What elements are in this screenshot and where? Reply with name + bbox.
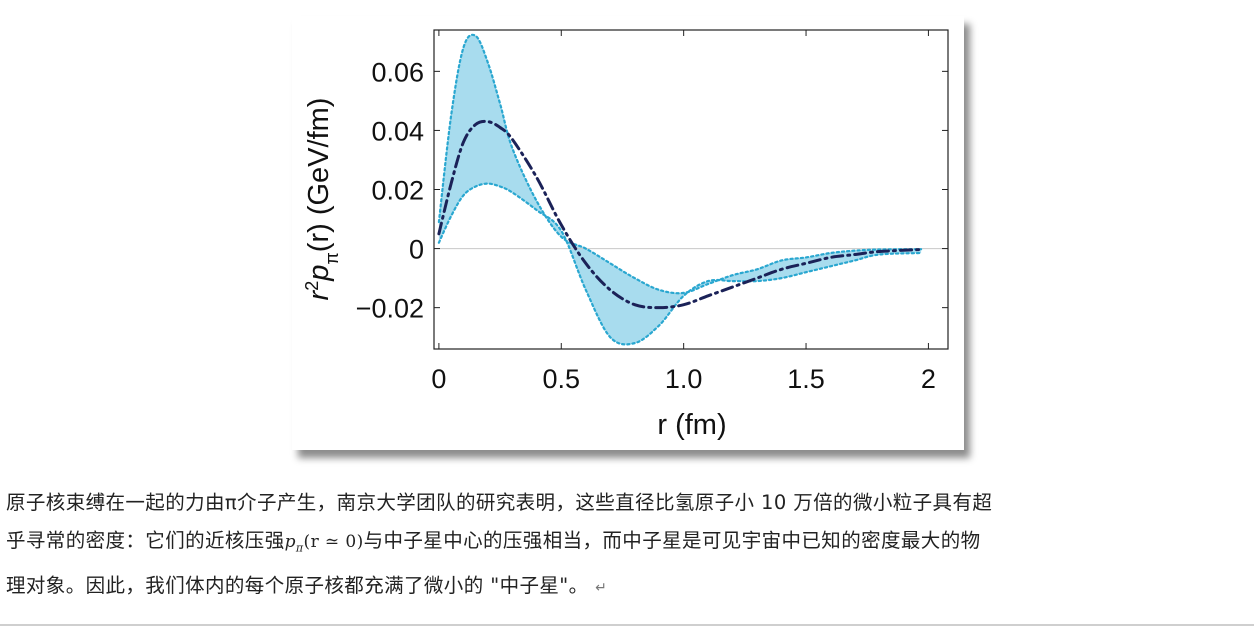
- uncertainty-band: [438, 34, 922, 345]
- return-mark-icon: ↵: [595, 580, 608, 597]
- caption-line-2-end: 与中子星中心的压强相当，而中子星是可见宇宙中已知的密度最大的物: [363, 529, 981, 552]
- caption-line-1: 原子核束缚在一起的力由π介子产生，南京大学团队的研究表明，这些直径比氢原子小 1…: [6, 491, 993, 514]
- y-tick-label: 0.04: [371, 116, 424, 146]
- y-tick-label: −0.02: [356, 294, 424, 324]
- x-tick-label: 1.5: [787, 364, 825, 394]
- caption-line-2-start: 乎寻常的密度：它们的近核压强: [6, 529, 285, 552]
- pressure-chart: 0 0.5 1.0 1.5 2 −0.02 0 0.02 0.04 0.06 r (fm) r2p…: [302, 29, 949, 441]
- caption: 原子核束缚在一起的力由π介子产生，南京大学团队的研究表明，这些直径比氢原子小 1…: [6, 484, 1251, 607]
- x-axis-label: r (fm): [657, 409, 726, 441]
- x-tick-label: 1.0: [665, 364, 703, 394]
- pressure-symbol: pπ(r ≃ 0): [284, 532, 364, 555]
- x-tick-label: 2: [921, 364, 936, 394]
- y-tick-label: 0.06: [371, 57, 424, 87]
- bottom-divider: [0, 624, 1254, 626]
- y-tick-label: 0.02: [371, 176, 424, 206]
- y-axis-label: r2pπ(r) (GeV/fm): [302, 98, 342, 301]
- caption-line-3: 理对象。因此，我们体内的每个原子核都充满了微小的 "中子星"。 ↵: [6, 574, 608, 598]
- band-upper-curve: [437, 33, 923, 295]
- y-tick-label: 0: [409, 235, 424, 265]
- figure-card: 0 0.5 1.0 1.5 2 −0.02 0 0.02 0.04 0.06 r (fm) r2p…: [292, 16, 964, 450]
- x-tick-label: 0.5: [543, 364, 581, 394]
- central-curve: [437, 119, 923, 310]
- band-lower-curve: [437, 182, 923, 346]
- caption-line-2: 乎寻常的密度：它们的近核压强pπ(r ≃ 0)与中子星中心的压强相当，而中子星是…: [6, 522, 1251, 567]
- x-tick-label: 0: [431, 364, 446, 394]
